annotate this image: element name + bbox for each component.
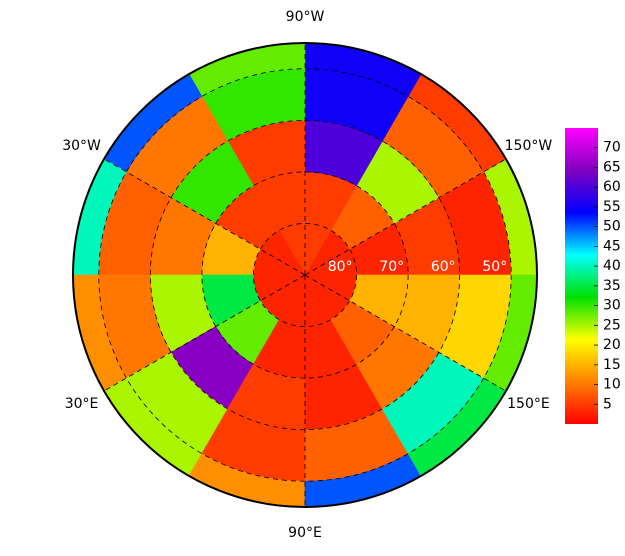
colorbar-label: 35 [603,278,621,294]
meridian-label: 30°E [65,396,99,412]
parallel-line [253,223,357,327]
map-border [72,42,538,508]
colorbar-label: 10 [603,377,621,393]
colorbar-label: 25 [603,317,621,333]
colorbar-label: 65 [603,159,621,175]
parallel-label: 50° [482,259,507,275]
colorbar-label: 50 [603,219,621,235]
meridian-label: 150°E [507,396,550,412]
parallel-label: 80° [328,259,353,275]
parallel-line [98,68,512,482]
meridian-label: 150°W [505,138,553,154]
colorbar-label: 40 [603,258,621,274]
colorbar-label: 60 [603,179,621,195]
meridian-label: 90°E [288,525,322,541]
colorbar-label: 70 [603,140,621,156]
meridian-label: 30°W [62,138,101,154]
colorbar [565,128,598,424]
meridian-line [304,274,507,392]
colorbar-label: 20 [603,337,621,353]
parallel-label: 60° [431,259,456,275]
parallel-line [149,119,461,431]
colorbar-label: 45 [603,238,621,254]
colorbar-label: 15 [603,357,621,373]
meridian-line [103,158,306,276]
meridian-line [103,274,306,392]
parallel-line [201,171,409,379]
colorbar-label: 5 [603,396,612,412]
meridian-line [304,158,507,276]
colorbar-label: 55 [603,199,621,215]
parallel-label: 70° [379,259,404,275]
meridian-label: 90°W [286,9,325,25]
colorbar-label: 30 [603,298,621,314]
